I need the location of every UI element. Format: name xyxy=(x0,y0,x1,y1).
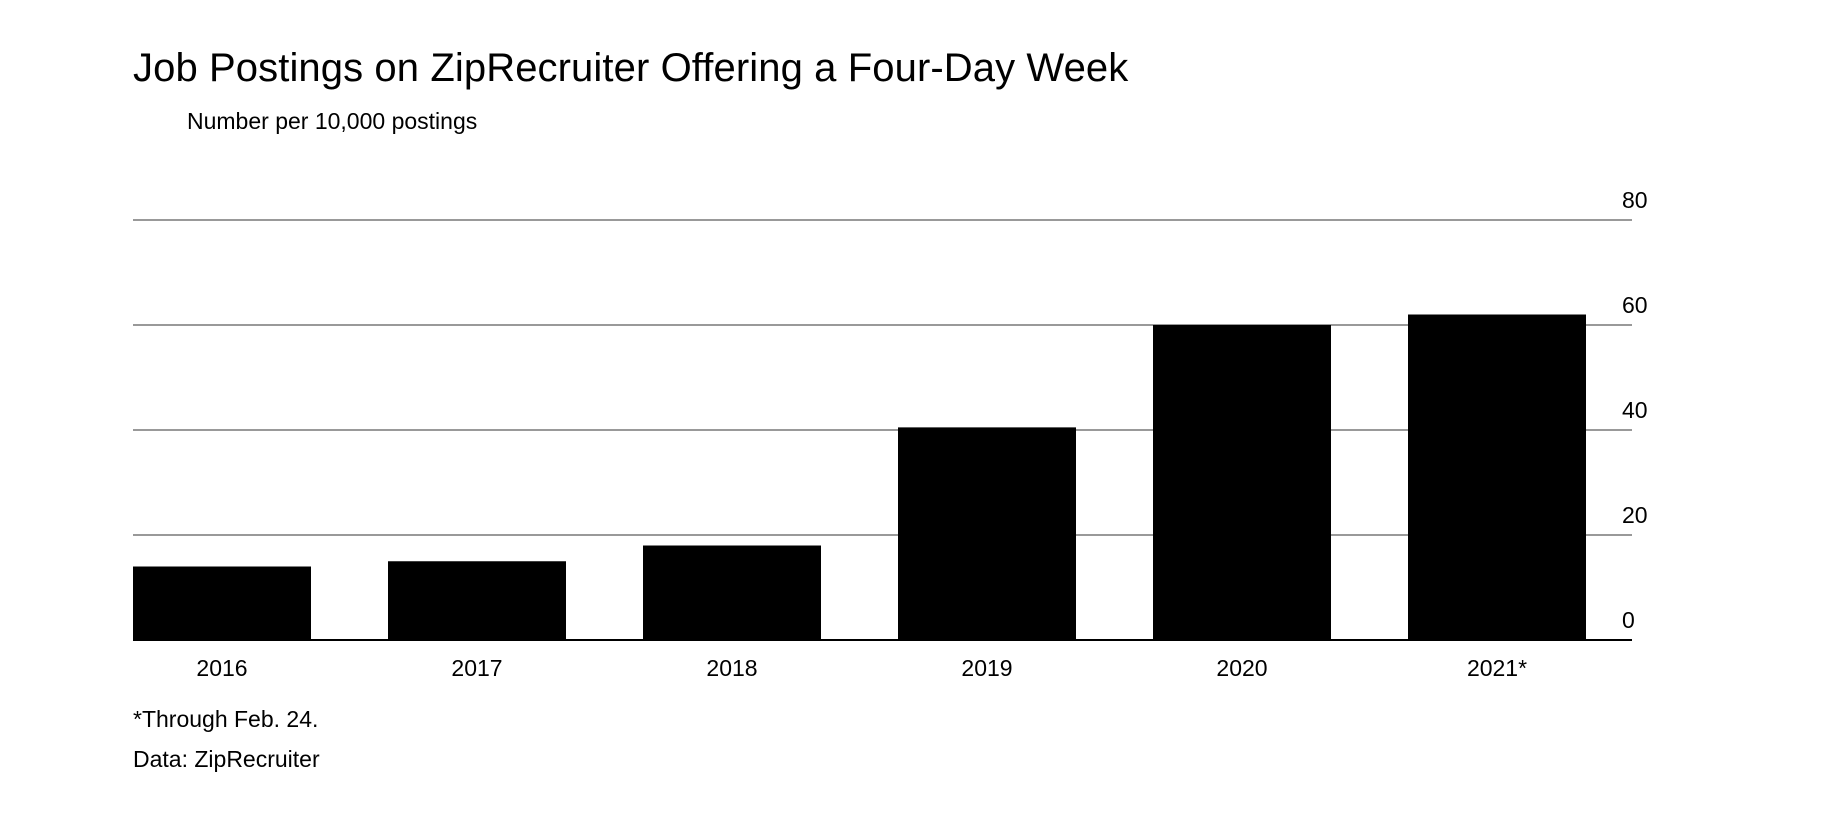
y-tick-label-60: 60 xyxy=(1622,292,1648,318)
chart-title: Job Postings on ZipRecruiter Offering a … xyxy=(133,46,1129,90)
bar-2018 xyxy=(643,545,821,640)
bar-2021 xyxy=(1408,314,1586,640)
bars xyxy=(133,314,1586,640)
x-axis-ticks: 2016 2017 2018 2019 2020 2021* xyxy=(196,655,1527,681)
source-note: Data: ZipRecruiter xyxy=(133,746,320,772)
x-tick-label-2021: 2021* xyxy=(1467,655,1527,681)
x-tick-label-2017: 2017 xyxy=(451,655,502,681)
y-tick-label-20: 20 xyxy=(1622,502,1648,528)
y-axis-ticks: 80 60 40 20 0 xyxy=(1622,187,1648,633)
x-tick-label-2016: 2016 xyxy=(196,655,247,681)
y-tick-label-80: 80 xyxy=(1622,187,1648,213)
y-tick-label-40: 40 xyxy=(1622,397,1648,423)
x-tick-label-2020: 2020 xyxy=(1216,655,1267,681)
bar-2017 xyxy=(388,561,566,640)
y-tick-label-0: 0 xyxy=(1622,607,1635,633)
bar-2020 xyxy=(1153,325,1331,640)
bar-2016 xyxy=(133,566,311,640)
x-tick-label-2019: 2019 xyxy=(961,655,1012,681)
x-tick-label-2018: 2018 xyxy=(706,655,757,681)
bar-2019 xyxy=(898,427,1076,640)
chart-subtitle: Number per 10,000 postings xyxy=(187,108,478,134)
gridlines xyxy=(133,219,1632,536)
footnote: *Through Feb. 24. xyxy=(133,706,319,732)
